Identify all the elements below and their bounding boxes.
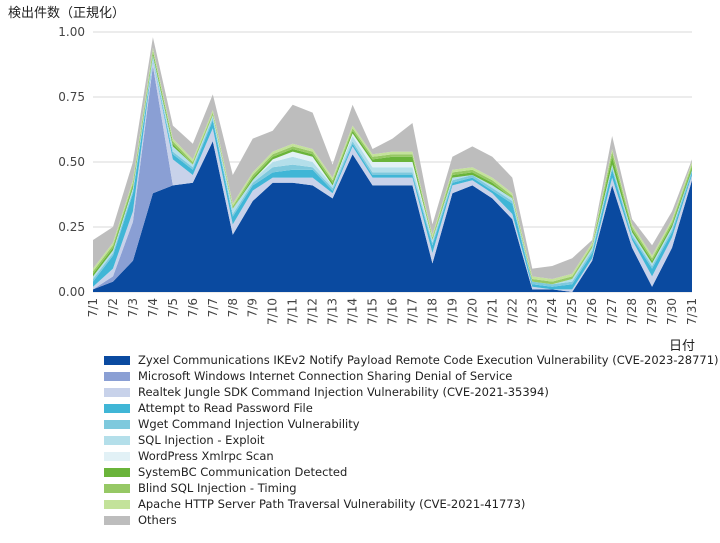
y-tick-label: 0.50 [58, 155, 85, 169]
x-tick-label: 7/8 [226, 298, 240, 317]
series-area-1 [93, 65, 692, 292]
y-tick-label: 0.00 [58, 285, 85, 299]
x-tick-label: 7/1 [86, 298, 100, 317]
legend-swatch [104, 387, 130, 397]
legend-label: SQL Injection - Exploit [138, 433, 265, 447]
legend-swatch [104, 467, 130, 477]
legend-label: WordPress Xmlrpc Scan [138, 449, 274, 463]
legend-item: Others [104, 512, 719, 528]
legend-item: Wget Command Injection Vulnerability [104, 416, 719, 432]
x-tick-label: 7/6 [186, 298, 200, 317]
y-axis-label: 検出件数（正規化） [8, 6, 126, 21]
legend-swatch [104, 435, 130, 445]
legend-item: Apache HTTP Server Path Traversal Vulner… [104, 496, 719, 512]
y-tick-label: 0.75 [58, 90, 85, 104]
legend-swatch [104, 515, 130, 525]
x-tick-label: 7/10 [266, 298, 280, 325]
legend-label: Microsoft Windows Internet Connection Sh… [138, 369, 513, 383]
legend-label: Apache HTTP Server Path Traversal Vulner… [138, 497, 526, 511]
legend-swatch [104, 419, 130, 429]
x-tick-label: 7/12 [306, 298, 320, 325]
legend-swatch [104, 451, 130, 461]
x-tick-label: 7/9 [246, 298, 260, 317]
x-tick-label: 7/25 [565, 298, 579, 325]
x-tick-label: 7/21 [485, 298, 499, 325]
legend-swatch [104, 483, 130, 493]
x-tick-label: 7/14 [346, 298, 360, 325]
y-tick-label: 1.00 [58, 25, 85, 39]
x-tick-label: 7/15 [366, 298, 380, 325]
legend-swatch [104, 499, 130, 509]
legend-label: Others [138, 513, 177, 527]
x-tick-label: 7/28 [625, 298, 639, 325]
x-tick-label: 7/23 [525, 298, 539, 325]
x-tick-label: 7/20 [465, 298, 479, 325]
legend-item: Realtek Jungle SDK Command Injection Vul… [104, 384, 719, 400]
x-tick-label: 7/13 [326, 298, 340, 325]
legend-label: SystemBC Communication Detected [138, 465, 348, 479]
x-tick-label: 7/16 [386, 298, 400, 325]
x-tick-label: 7/27 [605, 298, 619, 325]
series-area-5 [93, 55, 692, 285]
legend-label: Blind SQL Injection - Timing [138, 481, 297, 495]
legend-swatch [104, 371, 130, 381]
x-axis-label: 日付 [669, 339, 696, 354]
x-tick-label: 7/30 [665, 298, 679, 325]
legend-item: Microsoft Windows Internet Connection Sh… [104, 368, 719, 384]
x-tick-label: 7/18 [425, 298, 439, 325]
legend: Zyxel Communications IKEv2 Notify Payloa… [104, 352, 719, 528]
legend-item: Zyxel Communications IKEv2 Notify Payloa… [104, 352, 719, 368]
x-tick-label: 7/11 [286, 298, 300, 325]
legend-label: Wget Command Injection Vulnerability [138, 417, 360, 431]
legend-item: SystemBC Communication Detected [104, 464, 719, 480]
x-tick-label: 7/26 [585, 298, 599, 325]
legend-item: SQL Injection - Exploit [104, 432, 719, 448]
x-tick-label: 7/7 [206, 298, 220, 317]
x-tick-label: 7/22 [505, 298, 519, 325]
x-tick-label: 7/31 [685, 298, 699, 325]
x-tick-label: 7/3 [126, 298, 140, 317]
x-tick-label: 7/24 [545, 298, 559, 325]
legend-label: Attempt to Read Password File [138, 401, 313, 415]
x-tick-label: 7/17 [405, 298, 419, 325]
series-area-0 [93, 141, 692, 292]
x-tick-label: 7/2 [106, 298, 120, 317]
legend-swatch [104, 355, 130, 365]
legend-swatch [104, 403, 130, 413]
x-tick-label: 7/4 [146, 298, 160, 317]
legend-label: Zyxel Communications IKEv2 Notify Payloa… [138, 353, 719, 367]
y-tick-label: 0.25 [58, 220, 85, 234]
legend-item: Attempt to Read Password File [104, 400, 719, 416]
x-tick-label: 7/19 [445, 298, 459, 325]
legend-item: Blind SQL Injection - Timing [104, 480, 719, 496]
legend-label: Realtek Jungle SDK Command Injection Vul… [138, 385, 549, 399]
x-tick-label: 7/5 [166, 298, 180, 317]
x-tick-label: 7/29 [645, 298, 659, 325]
legend-item: WordPress Xmlrpc Scan [104, 448, 719, 464]
